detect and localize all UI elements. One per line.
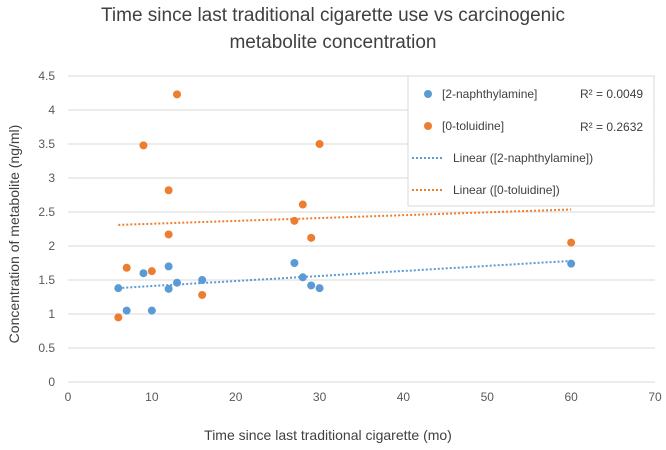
x-tick-label: 20 [229, 390, 243, 404]
y-axis-ticks: 0 0.5 1 1.5 2 2.5 3 3.5 4 4.5 [38, 69, 55, 389]
legend-marker-2-naphthylamine [424, 90, 432, 98]
trendline-1 [118, 208, 572, 226]
data-point-1 [315, 140, 324, 148]
legend-label-0-toluidine: [0-toluidine] [442, 119, 504, 133]
chart-title-line-2: metabolite concentration [229, 32, 437, 53]
legend-marker-0-toluidine [424, 122, 432, 130]
y-tick-label: 4 [48, 103, 55, 117]
data-point-0 [307, 281, 316, 290]
x-tick-label: 60 [564, 390, 578, 404]
data-point-1 [173, 90, 182, 99]
data-point-0 [298, 273, 307, 282]
data-point-0 [122, 306, 131, 315]
data-point-0 [164, 262, 173, 271]
data-point-1 [114, 313, 123, 322]
data-point-0 [164, 284, 173, 293]
legend-box [407, 75, 655, 207]
r-squared-0-toluidine: R² = 0.2632 [580, 120, 643, 134]
data-point-0 [173, 278, 182, 287]
y-tick-label: 2.5 [38, 205, 55, 219]
data-points [114, 90, 576, 322]
x-tick-label: 10 [145, 390, 159, 404]
data-point-1 [567, 238, 576, 247]
data-point-0 [315, 284, 324, 293]
chart-title-line-1: Time since last traditional cigarette us… [101, 5, 565, 26]
legend-trendline-label-0-toluidine: Linear ([0-toluidine]) [453, 183, 560, 197]
chart-title: Time since last traditional cigarette us… [0, 2, 666, 56]
data-point-1 [307, 233, 316, 242]
data-point-1 [122, 263, 131, 272]
data-point-0 [114, 284, 123, 293]
data-point-1 [164, 186, 173, 195]
data-point-0 [290, 259, 299, 267]
data-point-1 [147, 267, 156, 276]
data-point-1 [139, 141, 148, 150]
x-tick-label: 70 [648, 390, 662, 404]
data-point-1 [164, 230, 173, 239]
legend: [2-naphthylamine] R² = 0.0049 [0-toluidi… [407, 75, 655, 207]
data-point-0 [147, 306, 156, 315]
x-tick-label: 40 [397, 390, 411, 404]
x-tick-label: 30 [313, 390, 327, 404]
y-tick-label: 0 [48, 375, 55, 389]
data-point-0 [198, 276, 207, 284]
y-tick-label: 0.5 [38, 341, 55, 355]
data-point-1 [290, 216, 299, 225]
y-tick-label: 4.5 [38, 69, 55, 83]
y-axis-title: Concentration of metabolite (ng/ml) [6, 125, 22, 344]
data-point-1 [198, 290, 207, 299]
r-squared-2-naphthylamine: R² = 0.0049 [580, 87, 643, 101]
legend-trendline-label-2-naphthylamine: Linear ([2-naphthylamine]) [453, 151, 593, 165]
y-tick-label: 2 [48, 239, 55, 253]
x-axis-ticks: 0 10 20 30 40 50 60 70 [65, 390, 662, 404]
x-tick-label: 0 [65, 390, 72, 404]
y-tick-label: 1.5 [38, 273, 55, 287]
data-point-1 [298, 200, 307, 209]
y-tick-label: 1 [48, 307, 55, 321]
y-tick-label: 3.5 [38, 137, 55, 151]
data-point-0 [567, 259, 576, 268]
trendlines [118, 208, 572, 290]
data-point-0 [139, 269, 148, 278]
legend-label-2-naphthylamine: [2-naphthylamine] [442, 87, 537, 101]
x-tick-label: 50 [481, 390, 495, 404]
x-axis-title: Time since last traditional cigarette (m… [204, 427, 452, 443]
y-tick-label: 3 [48, 171, 55, 185]
